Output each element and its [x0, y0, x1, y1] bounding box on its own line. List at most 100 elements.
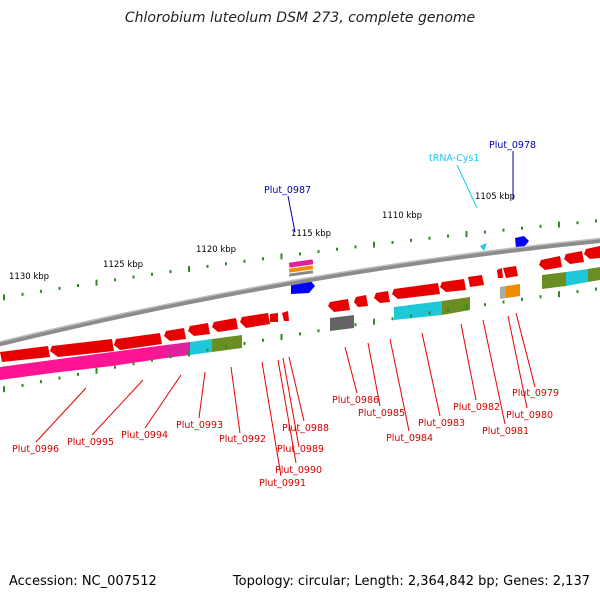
inner-tick — [225, 345, 227, 349]
outer-tick — [114, 278, 116, 282]
outer-tick-ring — [3, 219, 597, 301]
gene-label-plut-0984[interactable]: Plut_0984 — [386, 433, 433, 444]
gene-label-plut-0988[interactable]: Plut_0988 — [282, 423, 329, 434]
trna-label-cys1[interactable]: tRNA-Cys1 — [429, 153, 479, 164]
inner-tick — [391, 317, 394, 321]
gene-label-plut-0987[interactable]: Plut_0987 — [264, 185, 311, 196]
gene-label-plut-0982[interactable]: Plut_0982 — [453, 402, 500, 413]
gene-label-plut-0983[interactable]: Plut_0983 — [418, 418, 465, 429]
outer-tick — [151, 272, 153, 276]
inner-tick — [317, 329, 320, 333]
leader-0985 — [367, 342, 381, 407]
cds-0982[interactable] — [468, 275, 484, 287]
gene-label-plut-0990[interactable]: Plut_0990 — [275, 465, 322, 476]
outer-tick — [132, 275, 135, 279]
trna-marker[interactable] — [480, 243, 487, 251]
inner-tick — [77, 372, 79, 376]
outer-tick — [262, 257, 264, 261]
leader-0983 — [421, 332, 441, 417]
cds-0994[interactable] — [114, 333, 162, 350]
outer-tick — [77, 283, 79, 287]
cds-extra-1[interactable] — [564, 251, 584, 264]
outer-tick — [3, 294, 5, 301]
leader-0986 — [344, 346, 358, 394]
cds-0983[interactable] — [440, 279, 466, 292]
leader-0991 — [261, 361, 282, 477]
cds-0986[interactable] — [328, 299, 350, 312]
outer-tick — [21, 292, 24, 296]
gene-label-plut-0980[interactable]: Plut_0980 — [506, 410, 553, 421]
olive-domain-far — [588, 267, 600, 282]
olive-domain-right — [542, 272, 566, 289]
cds-0980[interactable] — [503, 266, 518, 278]
cds-0989[interactable] — [270, 313, 278, 322]
bottom-gene-labels: Plut_0996 Plut_0995 Plut_0994 Plut_0993 … — [12, 388, 559, 489]
kbp-label-1115: 1115 kbp — [291, 229, 331, 239]
outer-tick — [317, 250, 320, 254]
inner-tick — [465, 304, 468, 311]
gene-label-plut-0981[interactable]: Plut_0981 — [482, 426, 529, 437]
leader-0979 — [515, 312, 536, 388]
gene-label-plut-0996[interactable]: Plut_0996 — [12, 444, 59, 455]
genome-backbone — [0, 237, 600, 347]
gene-label-plut-0978[interactable]: Plut_0978 — [489, 140, 536, 151]
gene-label-plut-0985[interactable]: Plut_0985 — [358, 408, 405, 419]
outer-tick — [484, 230, 486, 234]
cds-0981[interactable] — [497, 268, 503, 278]
gene-label-plut-0994[interactable]: Plut_0994 — [121, 430, 168, 441]
orange-domain — [506, 284, 520, 298]
outer-tick — [169, 270, 172, 274]
cds-0996[interactable] — [0, 346, 50, 362]
cyan-domain-right — [566, 269, 588, 286]
inner-tick — [243, 341, 246, 345]
inner-tick — [576, 290, 579, 294]
cds-0995[interactable] — [50, 339, 114, 357]
outer-tick — [447, 234, 449, 238]
inner-tick — [206, 348, 209, 352]
cds-0992[interactable] — [188, 323, 210, 336]
gene-label-plut-0991[interactable]: Plut_0991 — [259, 478, 306, 489]
cds-0985[interactable] — [354, 295, 368, 307]
gene-label-plut-0993[interactable]: Plut_0993 — [176, 420, 223, 431]
cds-0988[interactable] — [282, 311, 289, 321]
feature-box-gray-small — [288, 270, 314, 277]
cds-0979[interactable] — [539, 256, 562, 270]
cds-0991[interactable] — [212, 318, 238, 332]
cyan-domain-mid — [394, 301, 442, 320]
gene-label-plut-0992[interactable]: Plut_0992 — [219, 434, 266, 445]
gene-label-plut-0979[interactable]: Plut_0979 — [512, 388, 559, 399]
outer-tick — [40, 289, 42, 293]
outer-tick — [576, 221, 579, 225]
inner-tick — [280, 334, 283, 341]
outer-tick — [539, 224, 542, 228]
pink-domain-right — [112, 345, 166, 366]
outer-tick — [243, 259, 246, 263]
inner-tick — [169, 355, 172, 359]
inner-tick — [410, 314, 412, 318]
leader-plut-0987 — [287, 195, 296, 233]
gene-label-plut-0995[interactable]: Plut_0995 — [67, 437, 114, 448]
leader-0994 — [144, 374, 182, 429]
inner-tick — [484, 303, 486, 307]
feature-box-pink — [288, 259, 314, 268]
inner-tick — [428, 311, 431, 315]
cds-0993[interactable] — [164, 328, 186, 341]
gene-label-plut-0986[interactable]: Plut_0986 — [332, 395, 379, 406]
outer-tick — [465, 231, 468, 238]
cds-extra-2[interactable] — [584, 246, 600, 259]
gene-label-plut-0989[interactable]: Plut_0989 — [277, 444, 324, 455]
inner-tick — [447, 308, 449, 312]
magenta-domain — [166, 342, 190, 358]
accession-text: Accession: NC_007512 — [9, 574, 157, 589]
pink-domain-mid — [52, 352, 112, 373]
leader-0982 — [460, 323, 477, 401]
outer-tick — [502, 228, 505, 232]
cds-0990[interactable] — [240, 313, 270, 328]
forward-strand-features — [288, 236, 529, 294]
blue-gene-0978[interactable] — [515, 236, 529, 248]
inner-tick — [502, 300, 505, 304]
cds-0984[interactable] — [392, 283, 440, 299]
kbp-label-1110: 1110 kbp — [382, 211, 422, 221]
cds-0984a[interactable] — [374, 291, 390, 303]
